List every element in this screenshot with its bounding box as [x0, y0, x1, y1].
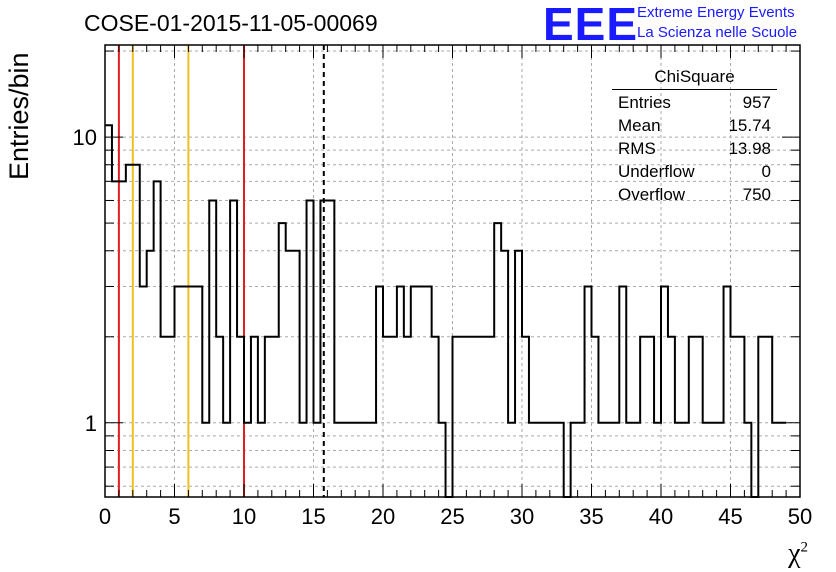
tick-labels: 0 5 10 15 20 25 30 35 40 45 50 1 10 — [73, 125, 813, 529]
stats-row: Mean 15.74 — [612, 114, 777, 137]
y-axis-label-text: Entries/bin — [4, 52, 34, 180]
logo-caption-line1: Extreme Energy Events — [637, 4, 795, 21]
x-tick-label: 20 — [371, 504, 395, 529]
axis-ticks — [104, 45, 801, 497]
histogram-series — [105, 124, 787, 498]
stats-box: ChiSquare Entries 957 Mean 15.74 RMS 13.98 … — [612, 67, 777, 206]
x-tick-label: 25 — [440, 504, 464, 529]
marker-lines — [117, 45, 325, 497]
stats-label: Underflow — [618, 162, 695, 181]
stats-row: Entries 957 — [612, 91, 777, 114]
stats-row: Overflow 750 — [612, 183, 777, 206]
x-tick-label: 50 — [788, 504, 812, 529]
stats-value: 13.98 — [728, 139, 771, 158]
x-tick-label: 10 — [232, 504, 256, 529]
stats-label: Entries — [618, 93, 671, 112]
y-tick-label: 1 — [85, 411, 97, 436]
stats-value: 0 — [761, 162, 771, 181]
stats-title: ChiSquare — [612, 67, 777, 90]
x-tick-label: 5 — [168, 504, 180, 529]
x-tick-label: 35 — [579, 504, 603, 529]
x-tick-label: 0 — [99, 504, 111, 529]
logo-caption-line2: La Scienza nelle Scuole — [637, 24, 798, 41]
x-tick-label: 45 — [718, 504, 742, 529]
x-axis-label: χ2 — [788, 538, 808, 570]
stats-value: 15.74 — [728, 116, 771, 135]
stats-row: Underflow 0 — [612, 160, 777, 183]
stats-label: Overflow — [618, 185, 686, 204]
x-tick-label: 15 — [301, 504, 325, 529]
stats-label: RMS — [618, 139, 656, 158]
stats-value: 750 — [742, 185, 771, 204]
stats-value: 957 — [742, 93, 771, 112]
stats-label: Mean — [618, 116, 661, 135]
x-tick-label: 30 — [510, 504, 534, 529]
y-tick-label: 10 — [73, 125, 97, 150]
chart-title: COSE-01-2015-11-05-00069 — [84, 10, 378, 36]
x-axis-label-text: χ2 — [788, 538, 808, 569]
logo-caption: Extreme Energy Events La Scienza nelle S… — [637, 3, 797, 43]
eee-logo: EEE — [543, 0, 639, 50]
x-tick-label: 40 — [649, 504, 673, 529]
stats-row: RMS 13.98 — [612, 137, 777, 160]
